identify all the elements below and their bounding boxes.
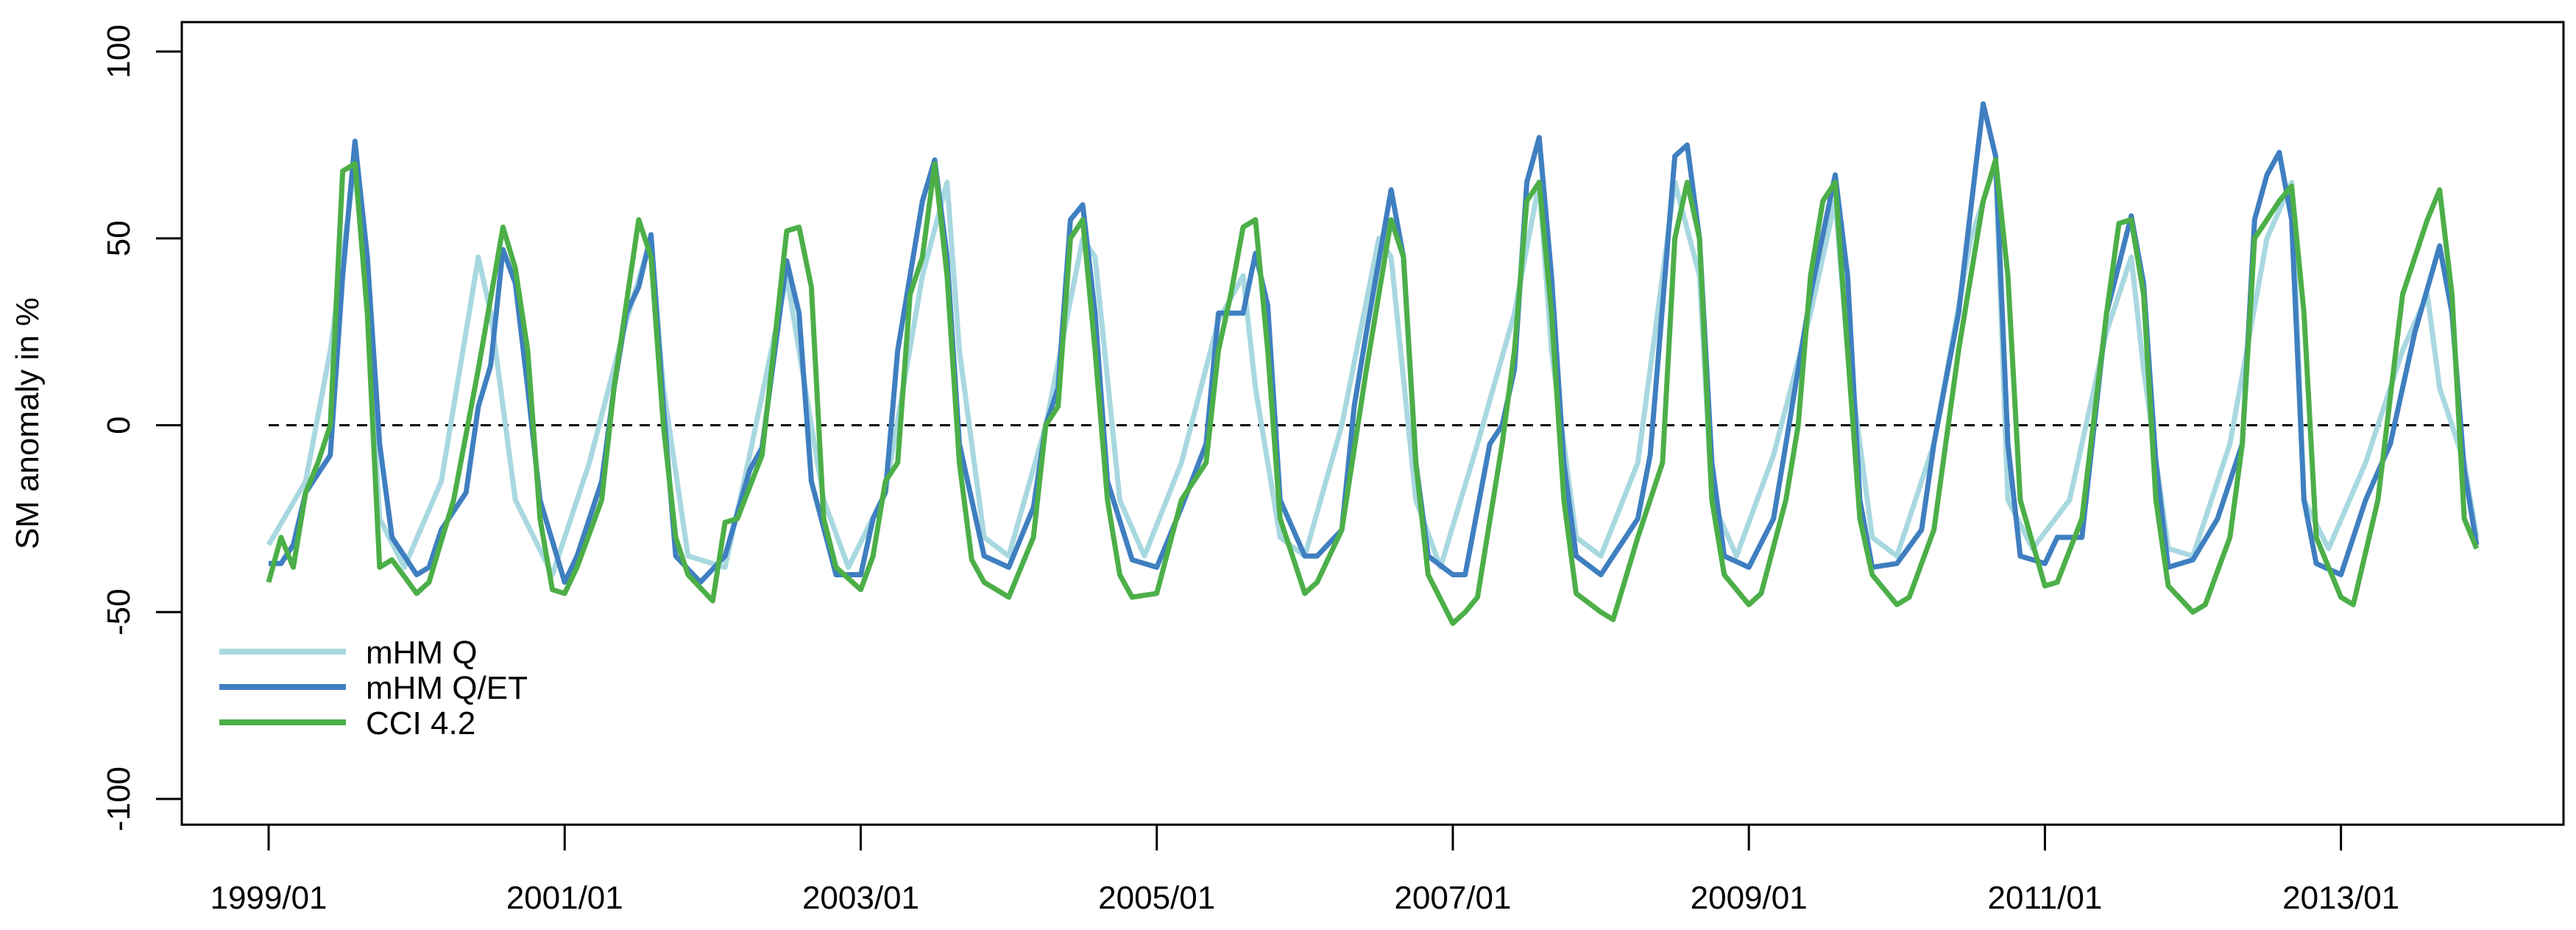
y-tick-label: 0 [101,416,137,434]
legend-label: mHM Q/ET [366,670,528,706]
plot-frame [180,21,2565,826]
legend-label: mHM Q [366,635,478,671]
legend-label: CCI 4.2 [366,705,475,741]
series-line [266,161,2480,577]
y-tick-label: -100 [101,767,137,831]
x-tick-label: 2013/01 [2282,880,2399,916]
x-tick-label: 2005/01 [1098,880,1215,916]
x-tick-label: 2003/01 [802,880,919,916]
y-tick-label: 100 [101,24,137,78]
x-tick-label: 1999/01 [210,880,327,916]
x-tick-label: 2001/01 [506,880,623,916]
y-axis-label: SM anomaly in % [10,297,46,549]
x-tick-label: 2007/01 [1394,880,1511,916]
y-tick-label: -50 [101,588,137,635]
y-axis: -100 -50 0 50 100 [101,24,183,831]
y-tick-label: 50 [101,220,137,256]
x-tick-label: 2011/01 [1988,880,2103,916]
x-tick-label: 2009/01 [1691,880,1808,916]
x-axis: 1999/01 2001/01 2003/01 2005/01 2007/01 2009/… [210,823,2399,916]
series-layer [266,101,2480,626]
series-line [266,157,2480,626]
